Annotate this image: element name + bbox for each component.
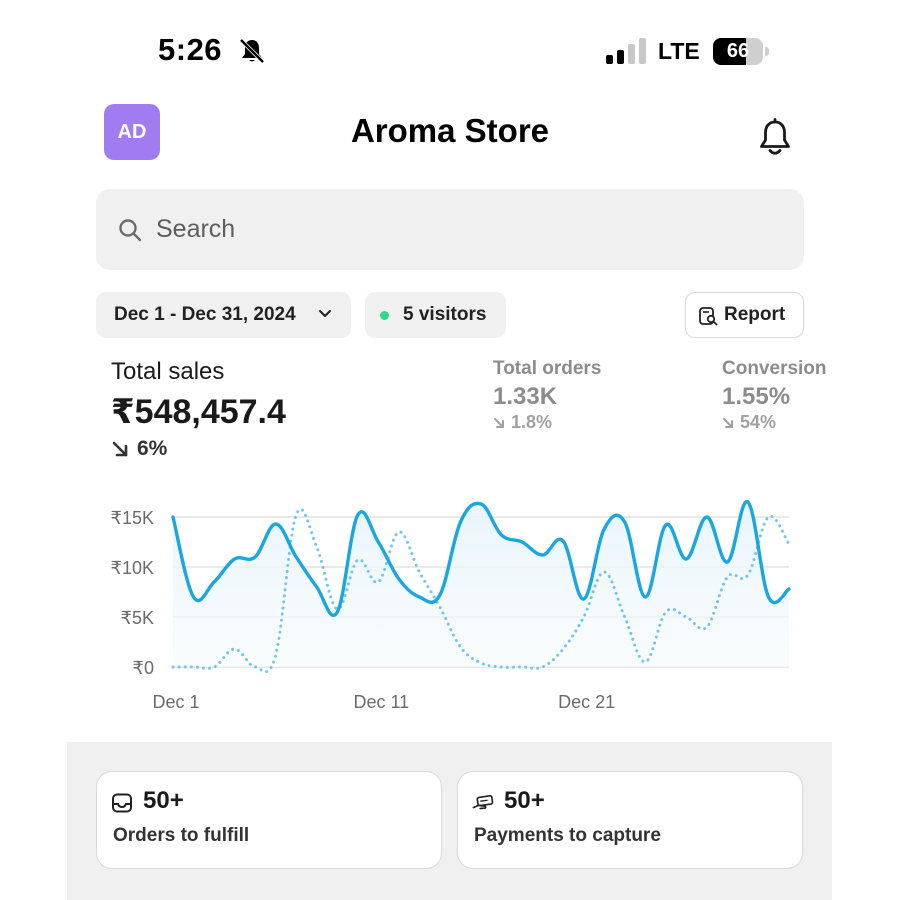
date-range-label: Dec 1 - Dec 31, 2024	[114, 304, 296, 325]
orders-to-fulfill-card[interactable]: 50+ Orders to fulfill	[96, 771, 442, 869]
arrow-down-right-icon	[112, 441, 128, 457]
avatar-initials: AD	[117, 120, 147, 143]
live-dot-icon	[380, 311, 389, 320]
report-label: Report	[724, 304, 786, 325]
network-type: LTE	[658, 38, 700, 64]
y-tick-label: ₹5K	[121, 608, 154, 628]
comparison-series-line	[171, 507, 791, 674]
orders-label: Orders to fulfill	[113, 825, 250, 846]
y-tick-label: ₹0	[133, 658, 154, 678]
search-placeholder: Search	[156, 215, 236, 243]
sales-area-fill	[173, 501, 789, 667]
total-sales-label: Total sales	[111, 358, 225, 385]
status-bar: 5:26 LTE 66	[0, 0, 900, 100]
date-range-selector[interactable]: Dec 1 - Dec 31, 2024	[96, 292, 351, 338]
live-visitors-chip[interactable]: 5 visitors	[365, 292, 506, 338]
hand-money-icon	[472, 795, 494, 810]
bell-slash-icon	[239, 38, 265, 64]
arrow-down-right-icon	[723, 417, 733, 428]
avatar[interactable]: AD	[104, 104, 160, 160]
conversion-change: 54%	[722, 412, 776, 433]
status-time: 5:26	[158, 32, 223, 67]
payments-label: Payments to capture	[474, 825, 661, 846]
search-icon	[119, 219, 142, 242]
total-orders-change: 1.8%	[493, 412, 552, 433]
total-orders-value: 1.33K	[493, 383, 558, 410]
total-orders-label: Total orders	[493, 358, 602, 379]
total-orders-change-value: 1.8%	[511, 412, 553, 432]
report-icon	[699, 307, 718, 326]
conversion-label: Conversion	[722, 358, 827, 379]
bell-icon[interactable]	[756, 118, 794, 158]
visitors-label: 5 visitors	[403, 304, 487, 325]
total-sales-change: 6%	[111, 437, 167, 461]
total-sales-change-value: 6%	[137, 437, 168, 460]
orders-count: 50+	[143, 787, 184, 814]
sales-series-line	[171, 500, 791, 617]
x-tick-label: Dec 11	[353, 692, 409, 712]
payments-count: 50+	[504, 787, 545, 814]
conversion-change-value: 54%	[740, 412, 777, 432]
battery-icon: 66	[713, 38, 769, 65]
signal-strength-icon	[606, 38, 646, 64]
battery-level: 66	[726, 40, 750, 62]
page-title: Aroma Store	[350, 112, 550, 149]
total-sales-value: ₹548,457.4	[111, 393, 286, 431]
arrow-down-right-icon	[494, 417, 504, 428]
chevron-down-icon	[319, 310, 331, 317]
inbox-icon	[112, 793, 132, 813]
x-tick-label: Dec 1	[152, 692, 199, 712]
y-tick-label: ₹10K	[111, 558, 154, 578]
report-button[interactable]: Report	[685, 292, 804, 338]
conversion-value: 1.55%	[722, 383, 791, 410]
y-tick-label: ₹15K	[111, 508, 154, 528]
search-input[interactable]: Search	[96, 189, 804, 270]
payments-to-capture-card[interactable]: 50+ Payments to capture	[457, 771, 803, 869]
sales-line-chart[interactable]: ₹0 ₹5K ₹10K ₹15K Dec 1 Dec 11 Dec 21	[0, 490, 900, 730]
x-tick-label: Dec 21	[558, 692, 615, 712]
